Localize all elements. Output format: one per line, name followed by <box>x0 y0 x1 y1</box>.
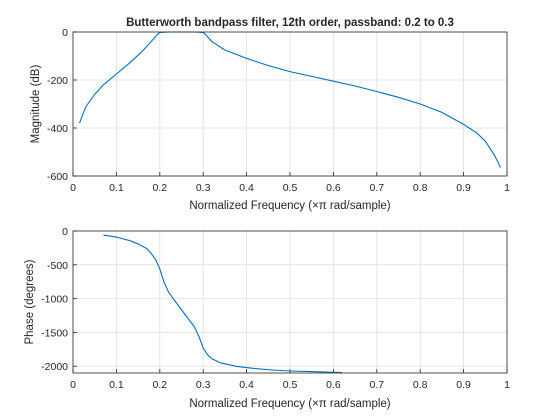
magnitude-x-tick-label: 1 <box>504 182 510 194</box>
magnitude-y-tick-label: -200 <box>47 75 68 87</box>
phase-x-tick-label: 0.3 <box>196 379 211 391</box>
phase-x-tick-label: 0.5 <box>283 379 298 391</box>
phase-x-axis-label: Normalized Frequency (×π rad/sample) <box>189 398 390 410</box>
magnitude-y-tick-label: 0 <box>62 27 68 39</box>
magnitude-x-tick-label: 0.9 <box>456 182 471 194</box>
magnitude-y-tick-label: -600 <box>47 171 68 183</box>
magnitude-ticks: 0 0.1 0.2 0.3 0.4 0.5 0.6 0.7 0.8 0.9 1 -600 -400 -20… <box>47 27 510 194</box>
magnitude-x-tick-label: 0.6 <box>326 182 341 194</box>
magnitude-x-tick-label: 0.5 <box>283 182 298 194</box>
phase-y-tick-label: -500 <box>47 260 68 272</box>
phase-x-tick-label: 0.8 <box>413 379 428 391</box>
magnitude-x-tick-label: 0.4 <box>239 182 254 194</box>
magnitude-x-tick-label: 0.2 <box>152 182 167 194</box>
phase-x-tick-label: 0.9 <box>456 379 471 391</box>
magnitude-response-line <box>78 31 501 168</box>
phase-x-tick-label: 0.6 <box>326 379 341 391</box>
phase-x-tick-label: 0 <box>70 379 76 391</box>
magnitude-axes: 0 0.1 0.2 0.3 0.4 0.5 0.6 0.7 0.8 0.9 1 -600 -400 -20… <box>30 17 510 212</box>
magnitude-x-tick-label: 0.8 <box>413 182 428 194</box>
phase-series <box>103 234 343 374</box>
phase-x-tick-label: 0.2 <box>152 379 167 391</box>
phase-x-tick-label: 0.7 <box>369 379 384 391</box>
magnitude-x-tick-label: 0.3 <box>196 182 211 194</box>
phase-y-axis-label: Phase (degrees) <box>24 259 36 344</box>
phase-response-line <box>103 234 343 374</box>
phase-y-tick-label: -1500 <box>41 327 68 339</box>
phase-x-tick-label: 0.1 <box>109 379 124 391</box>
phase-x-tick-label: 0.4 <box>239 379 254 391</box>
magnitude-title: Butterworth bandpass filter, 12th order,… <box>126 17 454 29</box>
magnitude-x-tick-label: 0.7 <box>369 182 384 194</box>
phase-y-tick-label: -2000 <box>41 361 68 373</box>
magnitude-series <box>78 31 501 168</box>
phase-y-tick-label: 0 <box>62 226 68 238</box>
magnitude-y-tick-label: -400 <box>47 123 68 135</box>
magnitude-x-tick-label: 0 <box>70 182 76 194</box>
phase-axes: 0 0.1 0.2 0.3 0.4 0.5 0.6 0.7 0.8 0.9 1 -2000 -1500 -… <box>24 226 510 410</box>
magnitude-x-tick-label: 0.1 <box>109 182 124 194</box>
magnitude-x-axis-label: Normalized Frequency (×π rad/sample) <box>189 200 390 212</box>
phase-ticks: 0 0.1 0.2 0.3 0.4 0.5 0.6 0.7 0.8 0.9 1 -2000 -1500 -… <box>41 226 510 391</box>
phase-x-tick-label: 1 <box>504 379 510 391</box>
magnitude-y-axis-label: Magnitude (dB) <box>30 65 42 144</box>
phase-y-tick-label: -1000 <box>41 294 68 306</box>
